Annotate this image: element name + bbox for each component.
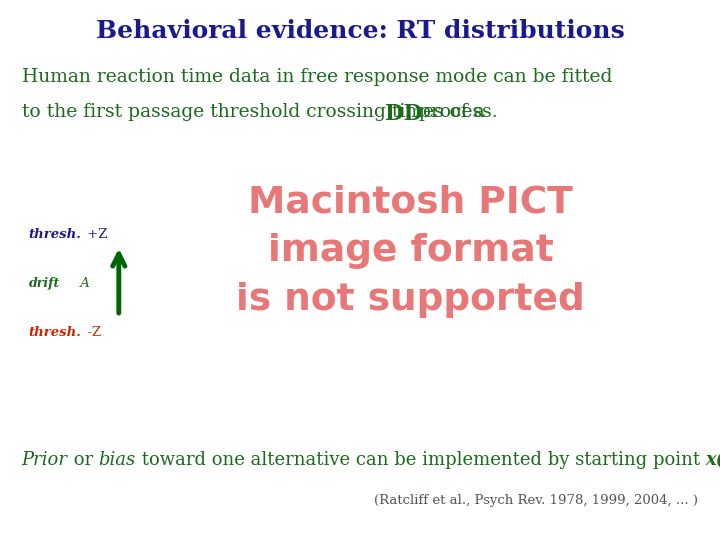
Text: to the first passage threshold crossing times of a: to the first passage threshold crossing … [22, 103, 490, 120]
Text: process.: process. [413, 103, 498, 120]
Text: A: A [76, 277, 89, 290]
Text: thresh.: thresh. [29, 326, 81, 339]
Text: DD: DD [385, 103, 423, 125]
Text: Behavioral evidence: RT distributions: Behavioral evidence: RT distributions [96, 19, 624, 43]
Text: thresh.: thresh. [29, 228, 81, 241]
Text: bias: bias [99, 451, 136, 469]
Text: Human reaction time data in free response mode can be fitted: Human reaction time data in free respons… [22, 68, 612, 85]
Text: Prior: Prior [22, 451, 68, 469]
Text: toward one alternative can be implemented by starting point: toward one alternative can be implemente… [136, 451, 706, 469]
Text: drift: drift [29, 277, 60, 290]
Text: or: or [68, 451, 99, 469]
Text: -Z: -Z [83, 326, 101, 339]
Text: x(0): x(0) [706, 451, 720, 469]
Text: (Ratcliff et al., Psych Rev. 1978, 1999, 2004, ... ): (Ratcliff et al., Psych Rev. 1978, 1999,… [374, 494, 698, 507]
Text: Macintosh PICT
image format
is not supported: Macintosh PICT image format is not suppo… [236, 185, 585, 318]
Text: +Z: +Z [83, 228, 107, 241]
